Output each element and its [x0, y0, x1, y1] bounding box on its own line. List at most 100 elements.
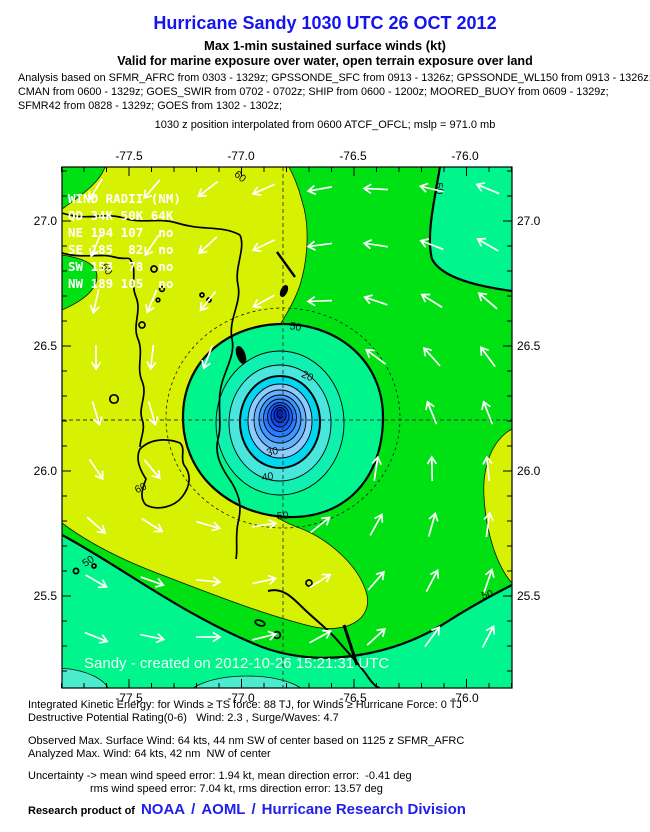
lat-tick-label: 26.5	[34, 339, 58, 353]
wind-arrow-icon	[146, 344, 157, 371]
wind-arrow-icon	[427, 511, 439, 537]
lon-tick-label: -77.0	[227, 691, 255, 705]
wind-arrow-icon	[196, 520, 222, 532]
ike-line: Integrated Kinetic Energy: for Winds ≥ T…	[28, 699, 462, 711]
wind-radii-row-nw: NW 189 105 no	[68, 276, 173, 291]
wind-arrow-icon	[201, 345, 214, 370]
lon-tick-label: -76.0	[451, 149, 479, 163]
wind-arrow-icon	[426, 455, 438, 482]
uncertainty-line-2: rms wind speed error: 7.04 kt, rms direc…	[90, 783, 383, 795]
coastlines	[62, 212, 381, 688]
credit-separator: /	[251, 801, 256, 818]
analysis-sources-line1: Analysis based on SFMR_AFRC from 0303 - …	[18, 72, 650, 84]
wind-arrow-icon	[367, 570, 385, 591]
credit-separator: /	[191, 801, 196, 818]
wind-arrow-icon	[424, 626, 441, 648]
wind-arrow-icon	[195, 631, 222, 643]
wind-arrow-icon	[362, 183, 389, 194]
latitude-axis-right: 27.0 26.5 26.0 25.5	[517, 214, 541, 603]
wind-arrow-icon	[482, 455, 493, 482]
wind-arrow-icon	[475, 182, 500, 195]
wind-arrow-icon	[477, 292, 498, 310]
wind-band-40-50-northeast	[429, 167, 512, 291]
wind-arrow-icon	[91, 401, 103, 426]
wind-arrow-icon	[369, 513, 384, 536]
lat-tick-label: 27.0	[517, 214, 541, 228]
observed-max-wind-line: Observed Max. Surface Wind: 64 kts, 44 n…	[28, 735, 465, 747]
wind-radii-title: WIND RADII (NM)	[68, 191, 181, 206]
wind-arrow-icon	[84, 631, 109, 644]
wind-arrow-icon	[195, 576, 222, 587]
lon-tick-label: -77.0	[227, 149, 255, 163]
hrd-link[interactable]: Hurricane Research Division	[261, 801, 466, 818]
contour-label: 40	[261, 470, 274, 484]
wind-arrow-icon	[481, 624, 496, 649]
wind-arrow-icon	[88, 458, 104, 481]
wind-arrow-icon	[90, 344, 102, 371]
contour-label: 60	[133, 480, 149, 496]
wind-arrow-icon	[140, 576, 165, 588]
axis-ticks	[61, 167, 512, 688]
wind-direction-arrows	[84, 178, 500, 649]
wind-radii-row-se: SE 185 82 no	[68, 242, 173, 257]
wind-arrow-icon	[145, 289, 158, 314]
wind-arrow-icon	[199, 291, 217, 312]
analyzed-max-wind-line: Analyzed Max. Wind: 64 kts, 42 nm NW of …	[28, 748, 271, 760]
noaa-link[interactable]: NOAA	[140, 801, 186, 818]
wind-arrow-icon	[476, 237, 499, 252]
wind-arrow-icon	[306, 184, 332, 196]
wind-arrow-icon	[252, 294, 275, 309]
contour-label: 50	[80, 553, 96, 570]
lon-tick-label: -76.5	[339, 691, 367, 705]
uncertainty-line-1: Uncertainty -> mean wind speed error: 1.…	[28, 770, 412, 782]
wind-arrow-icon	[483, 568, 495, 593]
creation-watermark: Sandy - created on 2012-10-26 15:21:31 U…	[84, 655, 389, 672]
wind-arrow-icon	[252, 630, 278, 641]
wind-arrow-icon	[479, 346, 496, 368]
wind-radii-legend: WIND RADII (NM) QD 34K 50K 64K NE 194 10…	[68, 191, 181, 291]
lat-tick-label: 26.0	[517, 464, 541, 478]
analysis-sources-line3: SFMR42 from 0828 - 1329z; GOES from 1302…	[18, 100, 283, 112]
analysis-sources-line2: CMAN from 0600 - 1329z; GOES_SWIR from 0…	[18, 86, 609, 98]
wind-arrow-icon	[425, 400, 438, 425]
wind-arrow-icon	[365, 348, 387, 365]
wind-arrow-icon	[89, 289, 100, 315]
page-title: Hurricane Sandy 1030 UTC 26 OCT 2012	[153, 13, 497, 33]
lat-tick-label: 27.0	[34, 214, 58, 228]
lon-tick-label: -77.5	[115, 691, 143, 705]
dpr-line: Destructive Potential Rating(0-6) Wind: …	[28, 712, 339, 724]
lon-tick-label: -77.5	[115, 149, 143, 163]
contour-label: 50	[432, 182, 446, 195]
wind-arrow-icon	[147, 401, 159, 427]
wind-arrow-icon	[252, 574, 278, 585]
position-mslp-line: 1030 z position interpolated from 0600 A…	[154, 119, 496, 131]
wind-radii-row-ne: NE 194 107 no	[68, 225, 173, 240]
wind-arrow-icon	[371, 455, 382, 481]
longitude-axis-top: -77.5 -77.0 -76.5 -76.0	[115, 149, 479, 163]
wind-arrow-icon	[251, 183, 276, 196]
wind-arrow-icon	[141, 517, 164, 533]
lon-tick-label: -76.0	[451, 691, 479, 705]
wind-arrow-icon	[362, 239, 388, 250]
wind-arrow-icon	[140, 633, 166, 644]
wind-arrow-icon	[363, 294, 388, 306]
wind-arrow-icon	[143, 459, 161, 480]
wind-arrow-icon	[418, 182, 444, 193]
wind-arrow-icon	[422, 346, 441, 367]
wind-radii-header: QD 34K 50K 64K	[68, 208, 174, 223]
wind-band-30-40-south	[192, 675, 302, 688]
aoml-link[interactable]: AOML	[201, 801, 246, 818]
wind-arrow-icon	[143, 179, 161, 200]
lat-tick-label: 26.0	[34, 464, 58, 478]
wind-arrow-icon	[86, 516, 107, 534]
wind-band-30-40-southwest	[62, 667, 109, 688]
wind-analysis-map: -77.5 -77.0 -76.5 -76.0 -77.5 -77.0 -76.…	[34, 149, 541, 705]
contour-label: 50	[289, 320, 303, 334]
contour-label: 20	[299, 368, 315, 384]
longitude-axis-bottom: -77.5 -77.0 -76.5 -76.0	[115, 691, 479, 705]
subtitle-exposure: Valid for marine exposure over water, op…	[117, 54, 533, 68]
wind-radii-row-sw: SW 153 78 no	[68, 259, 173, 274]
wind-arrow-icon	[309, 629, 332, 644]
subtitle-wind-type: Max 1-min sustained surface winds (kt)	[203, 38, 446, 53]
